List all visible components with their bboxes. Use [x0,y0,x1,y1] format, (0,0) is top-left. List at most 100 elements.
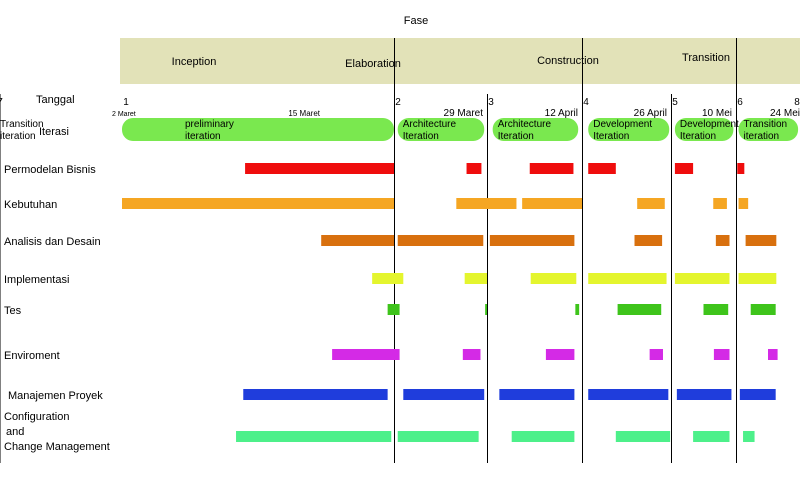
discipline-label: Manajemen Proyek [8,390,103,402]
iteration-label: Iteration [593,131,629,142]
milestone-date: 15 Maret [288,109,320,118]
activity-bar [485,304,487,315]
milestone-number: 1 [123,97,129,108]
activity-bar [243,389,388,400]
phase-label: Elaboration [345,58,401,70]
discipline-label: Permodelan Bisnis [4,164,96,176]
activity-bar [403,389,485,400]
iteration-pill [397,118,485,141]
iteration-row-header: Iterasi [39,126,69,138]
iteration-label: iteration [0,131,36,142]
activity-bar [637,198,665,209]
activity-bar [713,198,727,209]
iteration-pill [738,118,799,141]
milestone-number: 7 [0,97,3,108]
iteration-label: Iteration [498,131,534,142]
activity-bar [768,349,778,360]
activity-bar [737,163,745,174]
iteration-label: Architecture [403,119,457,130]
discipline-label: Enviroment [4,350,60,362]
activity-bar [245,163,394,174]
activity-bar [713,349,730,360]
activity-bar [739,389,776,400]
milestone-date: 26 April [634,108,667,119]
iteration-label: iteration [744,131,780,142]
activity-bar [387,304,400,315]
discipline-label: and [6,426,24,438]
activity-bar [499,389,575,400]
iteration-pill [122,118,394,141]
activity-bar [236,431,392,442]
activity-bar [332,349,400,360]
activity-bar [743,431,755,442]
activity-bar [545,349,575,360]
activity-bar [489,235,575,246]
activity-bar [588,389,669,400]
activity-bar [464,273,487,284]
activity-bar [397,235,484,246]
activity-bar [530,273,577,284]
activity-bar [674,163,694,174]
discipline-label: Kebutuhan [4,199,57,211]
activity-bar [745,235,777,246]
milestone-date: 2 Maret [112,111,136,118]
milestone-number: 4 [583,97,589,108]
activity-bar [715,235,730,246]
activity-bar [617,304,662,315]
iteration-label: Iteration [680,131,716,142]
iteration-pill [492,118,579,141]
milestone-number: 3 [488,97,494,108]
activity-bar [529,163,574,174]
activity-bar [321,235,394,246]
activity-bar [462,349,481,360]
activity-bar [738,198,749,209]
milestone-number: 2 [395,97,401,108]
activity-bar [615,431,671,442]
phase-band-bg [120,38,800,84]
discipline-label: Change Management [4,441,110,453]
activity-bar [649,349,663,360]
iteration-label: Iteration [403,131,439,142]
activity-bar [511,431,575,442]
activity-bar [372,273,404,284]
milestone-date: 29 Maret [444,108,484,119]
phase-label: Inception [172,56,217,68]
iteration-pill [588,118,670,141]
activity-bar [676,389,732,400]
iteration-label: Transition [744,119,788,130]
activity-bar [750,304,776,315]
iteration-label: Development [593,119,652,130]
phase-band: Inception Elaboration Construction Transiti… [120,38,800,84]
activity-bar [466,163,482,174]
phase-label: Construction [537,55,599,67]
activity-bar [588,163,616,174]
milestone-date: 12 April [545,108,578,119]
iteration-pill [674,118,734,141]
milestone-date: 10 Mei [702,108,732,119]
iteration-label: Development [680,119,739,130]
activity-bar [703,304,729,315]
iteration-label: iteration [185,131,221,142]
discipline-label: Tes [4,305,22,317]
milestone-number: 8 [794,97,800,108]
activity-bar [693,431,730,442]
milestone-number: 5 [672,97,678,108]
milestone-date: 24 Mei [770,108,800,119]
activity-bar [397,431,479,442]
milestone-row: 1 2 Maret 2 15 Maret 3 29 Maret 4 12 April 5 26 A… [0,97,800,119]
activity-bar [456,198,517,209]
activity-bar [522,198,582,209]
discipline-rows: Permodelan Bisnis Kebutuhan Analisis dan D… [4,163,778,453]
activity-bar [738,273,777,284]
discipline-label: Analisis dan Desain [4,236,101,248]
discipline-label: Implementasi [4,274,69,286]
milestone-number: 6 [737,97,743,108]
iteration-label: Architecture [498,119,552,130]
activity-bar [634,235,663,246]
iteration-row: preliminaryiterationArchitectureIteratio… [0,118,799,142]
activity-bar [588,273,667,284]
activity-bar [122,198,394,209]
milestone-dividers [0,38,737,463]
phase-label: Transition [682,52,730,64]
